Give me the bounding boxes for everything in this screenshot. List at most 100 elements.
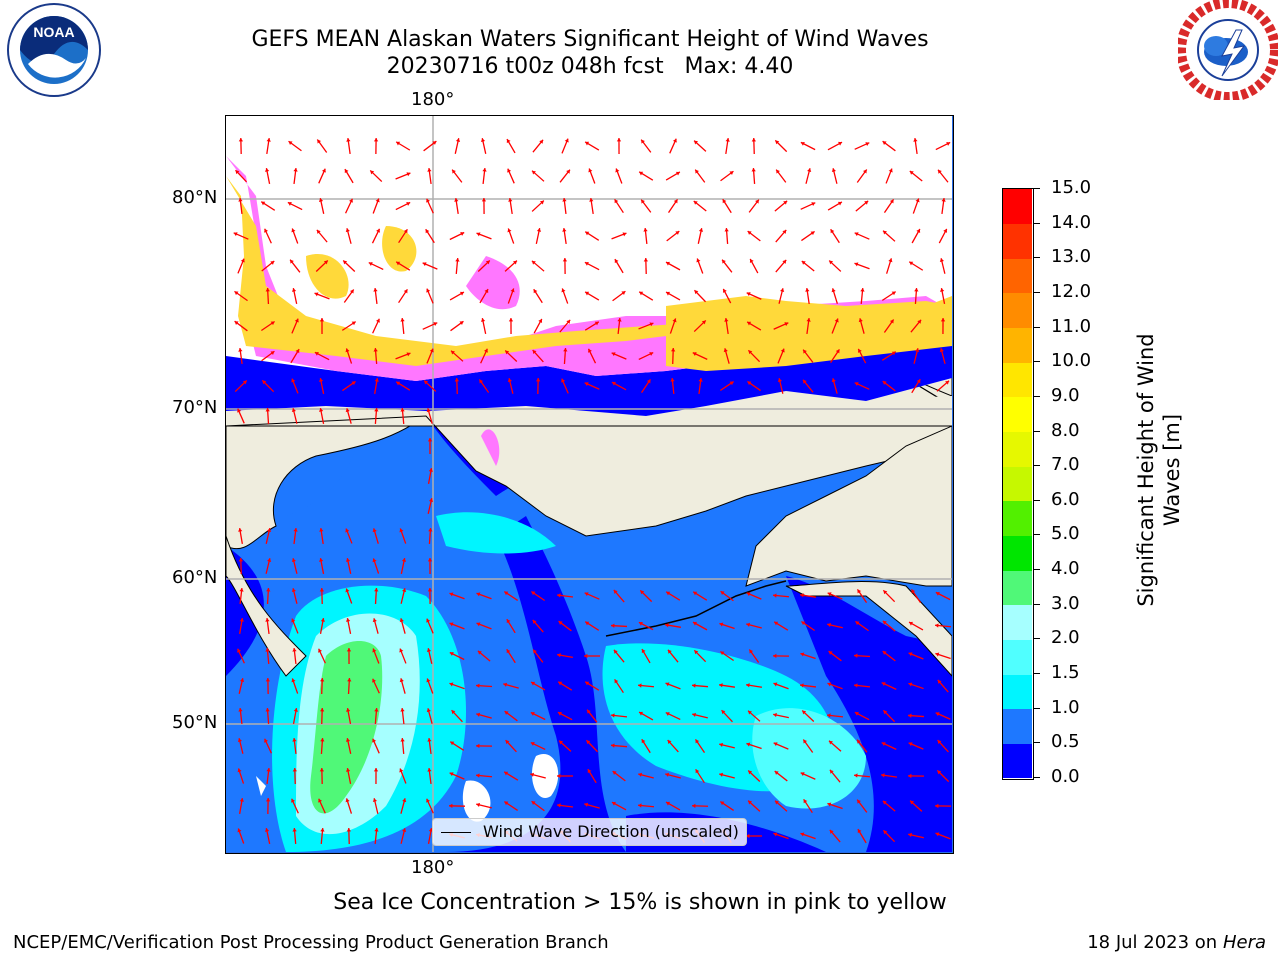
wave-direction-arrowhead xyxy=(719,772,724,777)
wave-direction-arrowhead xyxy=(857,589,862,594)
wave-direction-arrowhead xyxy=(530,742,535,746)
wave-direction-arrowhead xyxy=(426,288,431,293)
wave-direction-arrowhead xyxy=(780,348,785,353)
wave-direction-arrowhead xyxy=(854,653,858,658)
colorbar-tick-label: 0.5 xyxy=(1051,731,1080,753)
wave-direction-arrowhead xyxy=(476,802,481,807)
wave-direction-arrowhead xyxy=(773,593,777,598)
wave-direction-arrowhead xyxy=(234,321,239,325)
wave-direction-arrowhead xyxy=(374,828,379,832)
wave-direction-arrowhead xyxy=(615,168,620,173)
wave-direction-arrowhead xyxy=(639,291,644,296)
wave-direction-arrowhead xyxy=(773,712,777,718)
wave-direction-arrowhead xyxy=(403,289,408,294)
colorbar-tick-mark xyxy=(1034,499,1040,501)
wave-direction-arrowhead xyxy=(424,380,429,385)
wave-direction-arrowhead xyxy=(237,768,242,773)
wave-direction-arrowhead xyxy=(773,682,778,687)
wave-direction-arrowhead xyxy=(827,713,831,718)
wave-direction-arrowhead xyxy=(237,648,241,653)
wave-direction-arrowhead xyxy=(476,773,480,778)
wave-direction-arrowhead xyxy=(908,832,912,838)
wave-direction-arrowhead xyxy=(883,590,888,595)
legend-line-sample xyxy=(441,832,471,833)
wave-direction-arrowhead xyxy=(372,618,377,623)
wave-direction-arrowhead xyxy=(504,711,509,715)
wave-direction-arrowhead xyxy=(863,169,867,174)
wave-direction-arrowhead xyxy=(483,348,488,353)
wave-direction-arrowhead xyxy=(372,558,377,563)
wave-direction-arrowhead xyxy=(374,708,379,712)
wave-direction-arrowhead xyxy=(827,682,832,687)
wave-direction-arrowhead xyxy=(611,713,615,718)
wave-direction-arrowhead xyxy=(265,708,270,712)
wave-direction-arrowhead xyxy=(318,378,324,382)
wave-direction-arrowhead xyxy=(320,678,325,682)
alaska-panhandle xyxy=(785,581,953,678)
wave-direction-arrowhead xyxy=(563,348,568,352)
colorbar-tick-label: 5.0 xyxy=(1051,523,1080,545)
wave-direction-arrowhead xyxy=(613,649,618,654)
wave-direction-arrowhead xyxy=(400,408,405,412)
wave-direction-arrowhead xyxy=(638,683,642,688)
wave-direction-arrowhead xyxy=(287,202,292,206)
wave-direction-arrowhead xyxy=(507,168,512,173)
map-legend: Wind Wave Direction (unscaled) xyxy=(432,818,747,846)
wave-band-2m xyxy=(752,708,866,809)
wave-direction-arrowhead xyxy=(347,678,352,682)
wave-direction-arrowhead xyxy=(376,228,380,233)
wave-direction-arrowhead xyxy=(649,322,654,327)
wave-direction-arrowhead xyxy=(940,288,945,292)
wave-direction-arrowhead xyxy=(293,168,298,172)
wave-direction-arrowhead xyxy=(883,830,888,835)
colorbar-tick-mark xyxy=(1034,395,1040,397)
colorbar-tick-label: 8.0 xyxy=(1051,419,1080,441)
wave-direction-arrowhead xyxy=(616,138,622,142)
wave-direction-arrowhead xyxy=(234,291,239,296)
wave-direction-arrowhead xyxy=(270,321,275,326)
wave-direction-arrowhead xyxy=(557,773,561,779)
wave-direction-arrowhead xyxy=(239,798,244,802)
wave-direction-arrowhead xyxy=(831,168,836,173)
wave-direction-arrowhead xyxy=(722,199,727,204)
wave-direction-arrowhead xyxy=(345,738,351,742)
wave-direction-arrowhead xyxy=(476,683,480,688)
map-panel xyxy=(225,115,954,854)
wave-direction-arrowhead xyxy=(374,408,379,412)
wave-direction-arrowhead xyxy=(449,622,454,627)
wave-direction-arrowhead xyxy=(265,648,270,652)
wave-direction-arrowhead xyxy=(270,261,275,265)
wave-direction-arrowhead xyxy=(946,142,951,146)
wave-direction-arrowhead xyxy=(320,828,325,832)
wave-direction-arrowhead xyxy=(427,558,433,562)
wave-direction-arrowhead xyxy=(237,738,242,743)
colorbar-segment xyxy=(1003,535,1032,571)
wave-direction-arrowhead xyxy=(858,318,863,323)
wave-direction-arrowhead xyxy=(800,832,805,837)
no-data-area xyxy=(462,780,491,822)
wave-direction-arrowhead xyxy=(533,649,537,654)
wave-direction-arrowhead xyxy=(406,352,411,357)
wave-direction-arrowhead xyxy=(372,798,378,802)
colorbar-tick-mark xyxy=(1034,326,1040,328)
wave-direction-arrowhead xyxy=(233,232,238,237)
wave-direction-arrowhead xyxy=(238,708,243,712)
lon-label-top: 180° xyxy=(411,89,455,110)
wave-direction-arrowhead xyxy=(399,648,404,653)
wave-direction-arrowhead xyxy=(774,621,779,626)
wave-direction-arrowhead xyxy=(827,622,831,628)
wave-direction-arrowhead xyxy=(450,741,455,746)
colorbar-segment xyxy=(1003,500,1032,536)
wave-direction-arrowhead xyxy=(239,588,244,592)
wave-direction-arrowhead xyxy=(617,318,622,322)
sea-ice-yellow xyxy=(382,226,417,272)
wave-direction-arrowhead xyxy=(746,292,751,297)
wave-direction-arrowhead xyxy=(288,141,293,146)
colorbar-segment xyxy=(1003,743,1032,779)
wave-direction-arrowhead xyxy=(584,592,589,597)
wave-direction-arrowhead xyxy=(723,348,728,353)
wave-direction-arrowhead xyxy=(865,142,870,147)
colorbar-tick-label: 1.0 xyxy=(1051,696,1080,718)
wave-direction-arrowhead xyxy=(746,742,751,747)
wave-direction-arrowhead xyxy=(857,829,862,834)
